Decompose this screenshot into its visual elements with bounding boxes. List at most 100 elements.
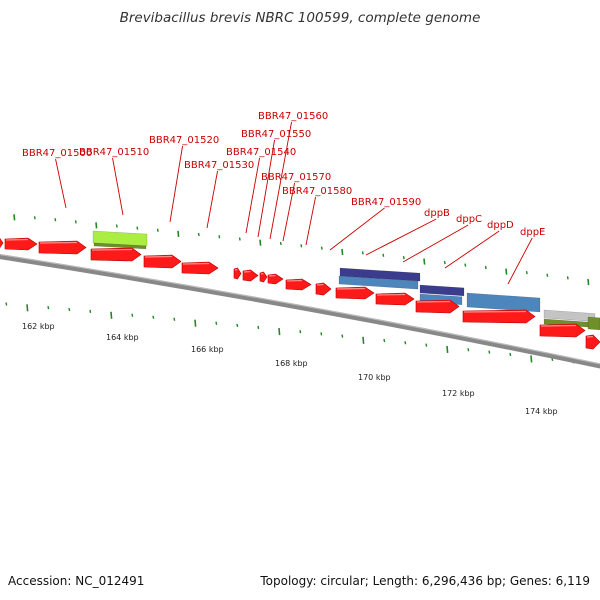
tick-upper xyxy=(484,265,487,270)
tick-lower xyxy=(320,332,323,336)
tick-upper xyxy=(566,276,569,280)
tick-lower xyxy=(215,321,218,325)
leader-line-9 xyxy=(305,196,316,246)
cds-arrow-5 xyxy=(143,254,182,269)
feature-bar-10 xyxy=(587,316,600,331)
tick-upper xyxy=(136,226,139,230)
tick-upper xyxy=(95,222,98,229)
cds-arrow-16 xyxy=(462,309,536,324)
cds-arrow-13 xyxy=(335,286,375,300)
tick-upper xyxy=(423,258,426,265)
cds-highlight-4 xyxy=(91,248,133,251)
gene-label-6: BBR47_01550 xyxy=(241,129,311,140)
cds-highlight-15 xyxy=(416,300,451,303)
tick-lower xyxy=(425,343,428,347)
feature-bar-7 xyxy=(466,292,541,313)
tick-upper xyxy=(259,239,262,246)
scale-label-6: 172 kbp xyxy=(442,389,475,398)
cds-arrow-14 xyxy=(375,292,415,306)
tick-lower xyxy=(131,313,134,317)
tick-upper xyxy=(300,244,303,248)
cds-highlight-8 xyxy=(243,270,251,273)
leader-line-5 xyxy=(245,157,260,234)
scale-label-7: 174 kbp xyxy=(525,407,558,416)
tick-lower xyxy=(509,352,512,357)
tick-upper xyxy=(341,248,344,256)
tick-lower xyxy=(194,319,197,327)
cds-highlight-3 xyxy=(39,241,78,244)
cds-arrow-17 xyxy=(539,323,586,338)
cds-arrow-11 xyxy=(285,278,312,291)
gene-label-2: BBR47_01510 xyxy=(79,147,149,158)
tick-lower xyxy=(341,334,344,338)
cds-highlight-11 xyxy=(286,279,303,282)
tick-lower xyxy=(236,323,239,327)
tick-lower xyxy=(47,305,50,310)
tick-lower xyxy=(5,302,8,306)
map-title: Brevibacillus brevis NBRC 100599, comple… xyxy=(119,10,481,26)
scale-label-3: 166 kbp xyxy=(191,345,224,354)
scale-label-5: 170 kbp xyxy=(358,373,391,382)
tick-lower xyxy=(257,325,260,330)
cds-arrow-6 xyxy=(181,261,219,275)
tick-upper xyxy=(177,230,180,237)
leader-line-8 xyxy=(282,182,295,242)
cds-arrow-3 xyxy=(38,240,87,255)
gene-label-9: BBR47_01580 xyxy=(282,186,352,197)
cds-highlight-6 xyxy=(182,262,210,265)
feature-bar-3 xyxy=(339,267,421,282)
leader-line-13 xyxy=(444,230,500,269)
tick-lower xyxy=(152,315,155,319)
leader-line-2 xyxy=(112,157,124,216)
tick-upper xyxy=(587,278,590,286)
tick-upper xyxy=(156,228,159,232)
cds-highlight-5 xyxy=(144,255,173,258)
gene-label-8: BBR47_01570 xyxy=(261,172,331,183)
gene-label-3: BBR47_01520 xyxy=(149,135,219,146)
feature-bar-2 xyxy=(93,242,147,250)
cds-arrow-4 xyxy=(90,247,142,262)
leader-line-7 xyxy=(269,121,292,240)
tick-lower xyxy=(89,309,92,314)
tick-upper xyxy=(402,256,405,260)
cds-highlight-13 xyxy=(336,287,366,290)
gene-label-10: BBR47_01590 xyxy=(351,197,421,208)
scale-label-2: 164 kbp xyxy=(106,333,139,342)
tick-lower xyxy=(299,330,302,334)
tick-upper xyxy=(525,271,528,275)
backbone-highlight xyxy=(0,253,600,365)
cds-highlight-17 xyxy=(540,324,577,327)
cds-arrow-2 xyxy=(4,237,38,251)
cds-arrow-1 xyxy=(0,237,4,249)
tick-upper xyxy=(197,232,200,237)
accession-text: Accession: NC_012491 xyxy=(8,574,145,588)
gene-label-12: dppC xyxy=(456,214,482,225)
tick-lower xyxy=(383,338,386,343)
leader-line-4 xyxy=(206,170,218,229)
feature-bar-5 xyxy=(338,275,419,290)
tick-lower xyxy=(278,327,281,336)
tick-upper xyxy=(382,253,385,257)
tick-lower xyxy=(26,304,29,312)
cds-arrow-10 xyxy=(267,273,284,285)
tick-lower xyxy=(530,355,533,363)
tick-lower xyxy=(467,348,470,352)
cds-highlight-12 xyxy=(316,283,324,286)
leader-line-1 xyxy=(55,158,67,209)
topology-summary: Topology: circular; Length: 6,296,436 bp… xyxy=(260,574,590,588)
leader-line-10 xyxy=(329,207,385,251)
cds-arrow-15 xyxy=(415,299,460,314)
cds-highlight-16 xyxy=(463,310,527,313)
tick-upper xyxy=(74,220,77,224)
tick-lower xyxy=(173,317,176,321)
scale-label-1: 162 kbp xyxy=(22,322,55,331)
gene-label-14: dppE xyxy=(520,227,545,238)
tick-upper xyxy=(361,251,364,255)
tick-lower xyxy=(404,341,407,345)
gene-label-1: BBR47_01500 xyxy=(22,148,92,159)
tick-upper xyxy=(54,218,57,222)
cds-arrow-9 xyxy=(259,271,268,283)
cds-highlight-10 xyxy=(268,274,276,277)
cds-arrow-18 xyxy=(585,334,600,350)
